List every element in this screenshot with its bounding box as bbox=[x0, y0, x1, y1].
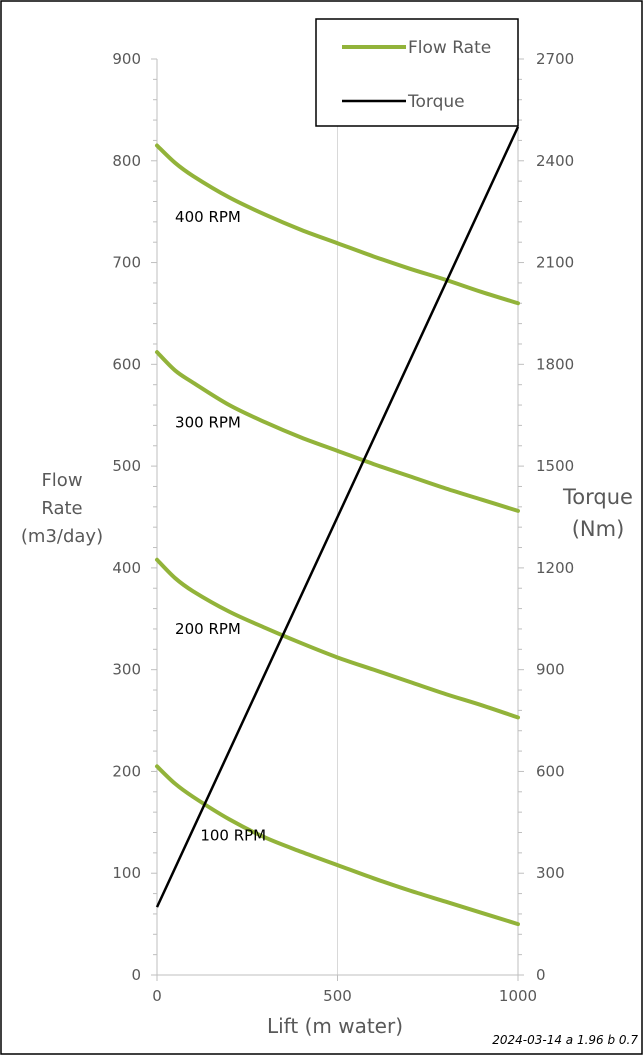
y-left-tick-label: 500 bbox=[112, 457, 141, 475]
y-right-tick-label: 2400 bbox=[536, 152, 574, 170]
y-right-title-line-1: Torque bbox=[562, 485, 633, 509]
y-left-tick-label: 800 bbox=[112, 152, 141, 170]
y-left-title-line-2: Rate bbox=[41, 498, 82, 519]
series-layer bbox=[155, 126, 520, 927]
y-left-tick-label: 100 bbox=[112, 864, 141, 882]
rpm-annotation: 400 RPM bbox=[175, 208, 241, 226]
y-right-tick-label: 1200 bbox=[536, 559, 574, 577]
x-tick-label: 500 bbox=[323, 987, 352, 1005]
y-right-tick-label: 2100 bbox=[536, 254, 574, 272]
flow-rate-line bbox=[155, 143, 520, 306]
y-right-tick-label: 900 bbox=[536, 661, 565, 679]
x-tick-label: 0 bbox=[152, 987, 162, 1005]
labels-layer: 0 100 200 300 400 500 600 700 800 900 0 300 600 900 12… bbox=[112, 50, 574, 1005]
y-left-tick-label: 900 bbox=[112, 50, 141, 68]
rpm-annotation: 100 RPM bbox=[200, 827, 266, 845]
torque-line bbox=[155, 126, 520, 908]
flow-rate-line bbox=[155, 350, 520, 513]
y-right-tick-label: 300 bbox=[536, 864, 565, 882]
y-left-tick-label: 400 bbox=[112, 559, 141, 577]
x-tick-label: 1000 bbox=[499, 987, 537, 1005]
y-left-tick-label: 600 bbox=[112, 355, 141, 373]
y-left-tick-label: 700 bbox=[112, 254, 141, 272]
rpm-annotation: 300 RPM bbox=[175, 413, 241, 431]
y-right-tick-label: 2700 bbox=[536, 50, 574, 68]
rpm-annotation: 200 RPM bbox=[175, 620, 241, 638]
y-right-tick-label: 1500 bbox=[536, 457, 574, 475]
flow-rate-line bbox=[155, 764, 520, 927]
legend-flow-label: Flow Rate bbox=[408, 38, 491, 58]
flow-rate-line bbox=[155, 557, 520, 720]
y-left-title-line-1: Flow bbox=[41, 470, 82, 491]
y-right-tick-label: 0 bbox=[536, 966, 546, 984]
y-right-tick-label: 1800 bbox=[536, 355, 574, 373]
y-left-tick-label: 200 bbox=[112, 762, 141, 780]
y-right-title-line-2: (Nm) bbox=[572, 517, 625, 541]
y-left-tick-label: 300 bbox=[112, 661, 141, 679]
legend-box bbox=[315, 18, 519, 127]
y-left-tick-label: 0 bbox=[131, 966, 141, 984]
legend-torque-label: Torque bbox=[407, 92, 465, 112]
y-right-tick-label: 600 bbox=[536, 762, 565, 780]
y-left-title-line-3: (m3/day) bbox=[21, 526, 103, 547]
legend: Flow Rate Torque bbox=[315, 18, 519, 127]
footer-stamp: 2024-03-14 a 1.96 b 0.7 bbox=[492, 1033, 638, 1047]
x-axis-title: Lift (m water) bbox=[267, 1014, 403, 1038]
axes bbox=[151, 58, 524, 981]
